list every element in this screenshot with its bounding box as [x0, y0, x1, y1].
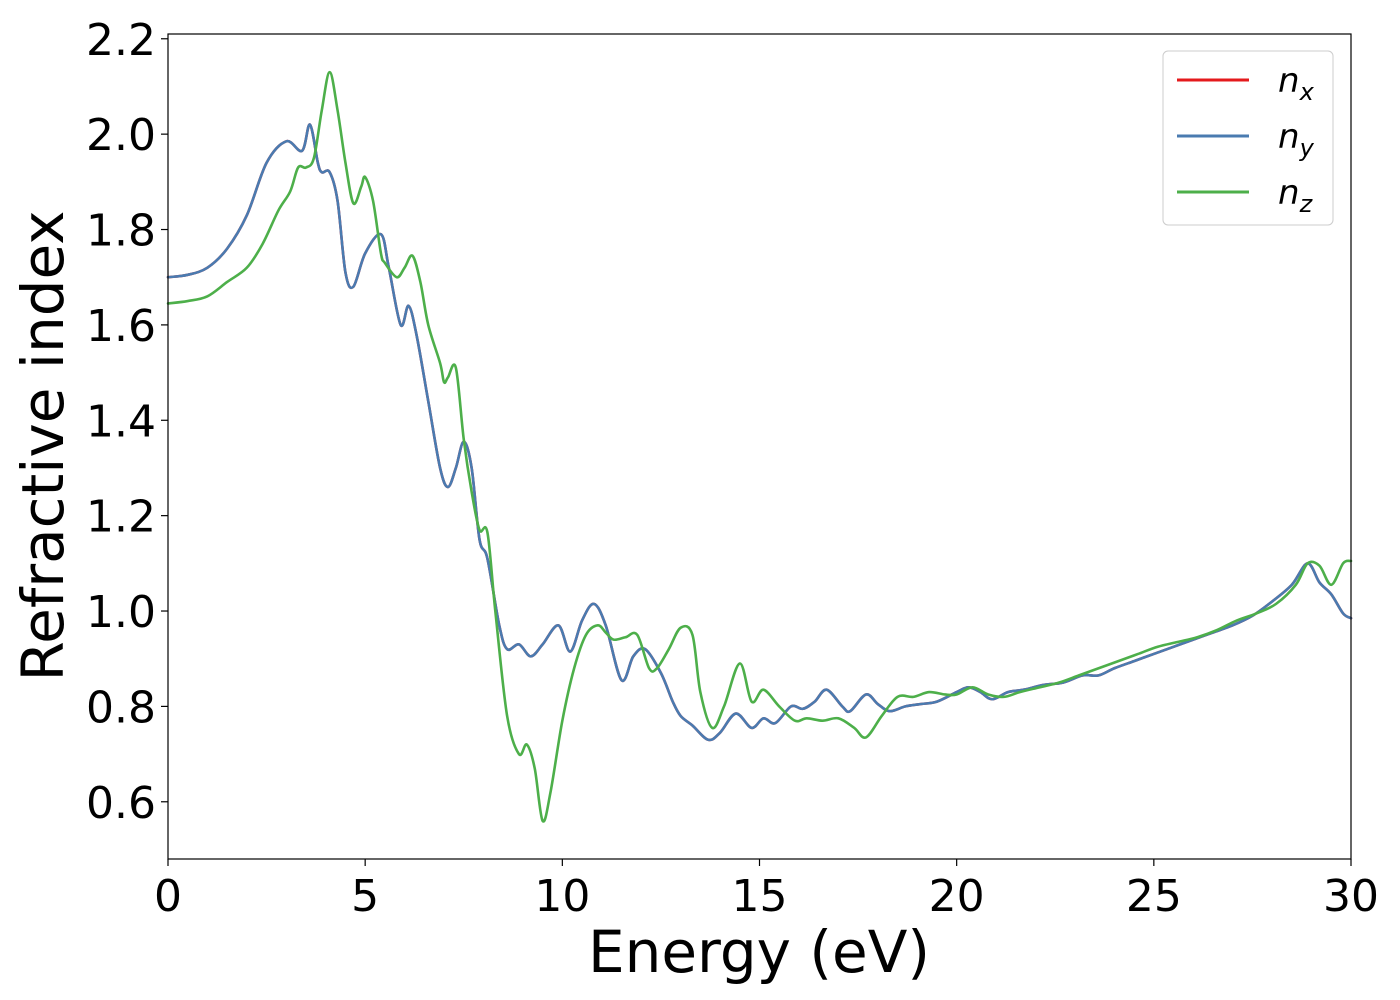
legend-label-y: ny: [1278, 117, 1315, 162]
legend-box: [1162, 50, 1334, 226]
x-tick-label: 30: [1323, 871, 1379, 922]
y-tick-label: 1.2: [86, 492, 156, 543]
series-line-n-z: [166, 70, 1353, 823]
x-tick-label: 25: [1126, 871, 1182, 922]
x-tick-label: 5: [351, 871, 379, 922]
legend-label-z: nz: [1278, 173, 1314, 218]
y-tick-label: 2.0: [86, 110, 156, 161]
y-tick-label: 1.6: [86, 301, 156, 352]
legend-label-x: nx: [1278, 61, 1315, 106]
y-tick-label: 0.8: [86, 682, 156, 733]
y-tick-label: 1.8: [86, 206, 156, 257]
x-tick-label: 0: [154, 871, 182, 922]
x-tick-label: 20: [929, 871, 985, 922]
y-axis: 0.6 0.8 1.0 1.2 1.4 1.6 1.8 2.0 2.2: [86, 15, 168, 829]
series-line-n-y: [166, 123, 1353, 742]
y-tick-label: 0.6: [86, 778, 156, 829]
y-tick-label: 1.4: [86, 396, 156, 447]
y-tick-label: 2.2: [86, 15, 156, 66]
legend: nx ny nz: [1162, 50, 1334, 226]
x-tick-label: 15: [732, 871, 788, 922]
x-tick-label: 10: [534, 871, 590, 922]
y-tick-label: 1.0: [86, 587, 156, 638]
x-axis-label: Energy (eV): [588, 918, 930, 986]
y-axis-label: Refractive index: [9, 210, 77, 681]
series-layer: [166, 70, 1353, 823]
x-axis: 0 5 10 15 20 25 30: [154, 859, 1379, 922]
